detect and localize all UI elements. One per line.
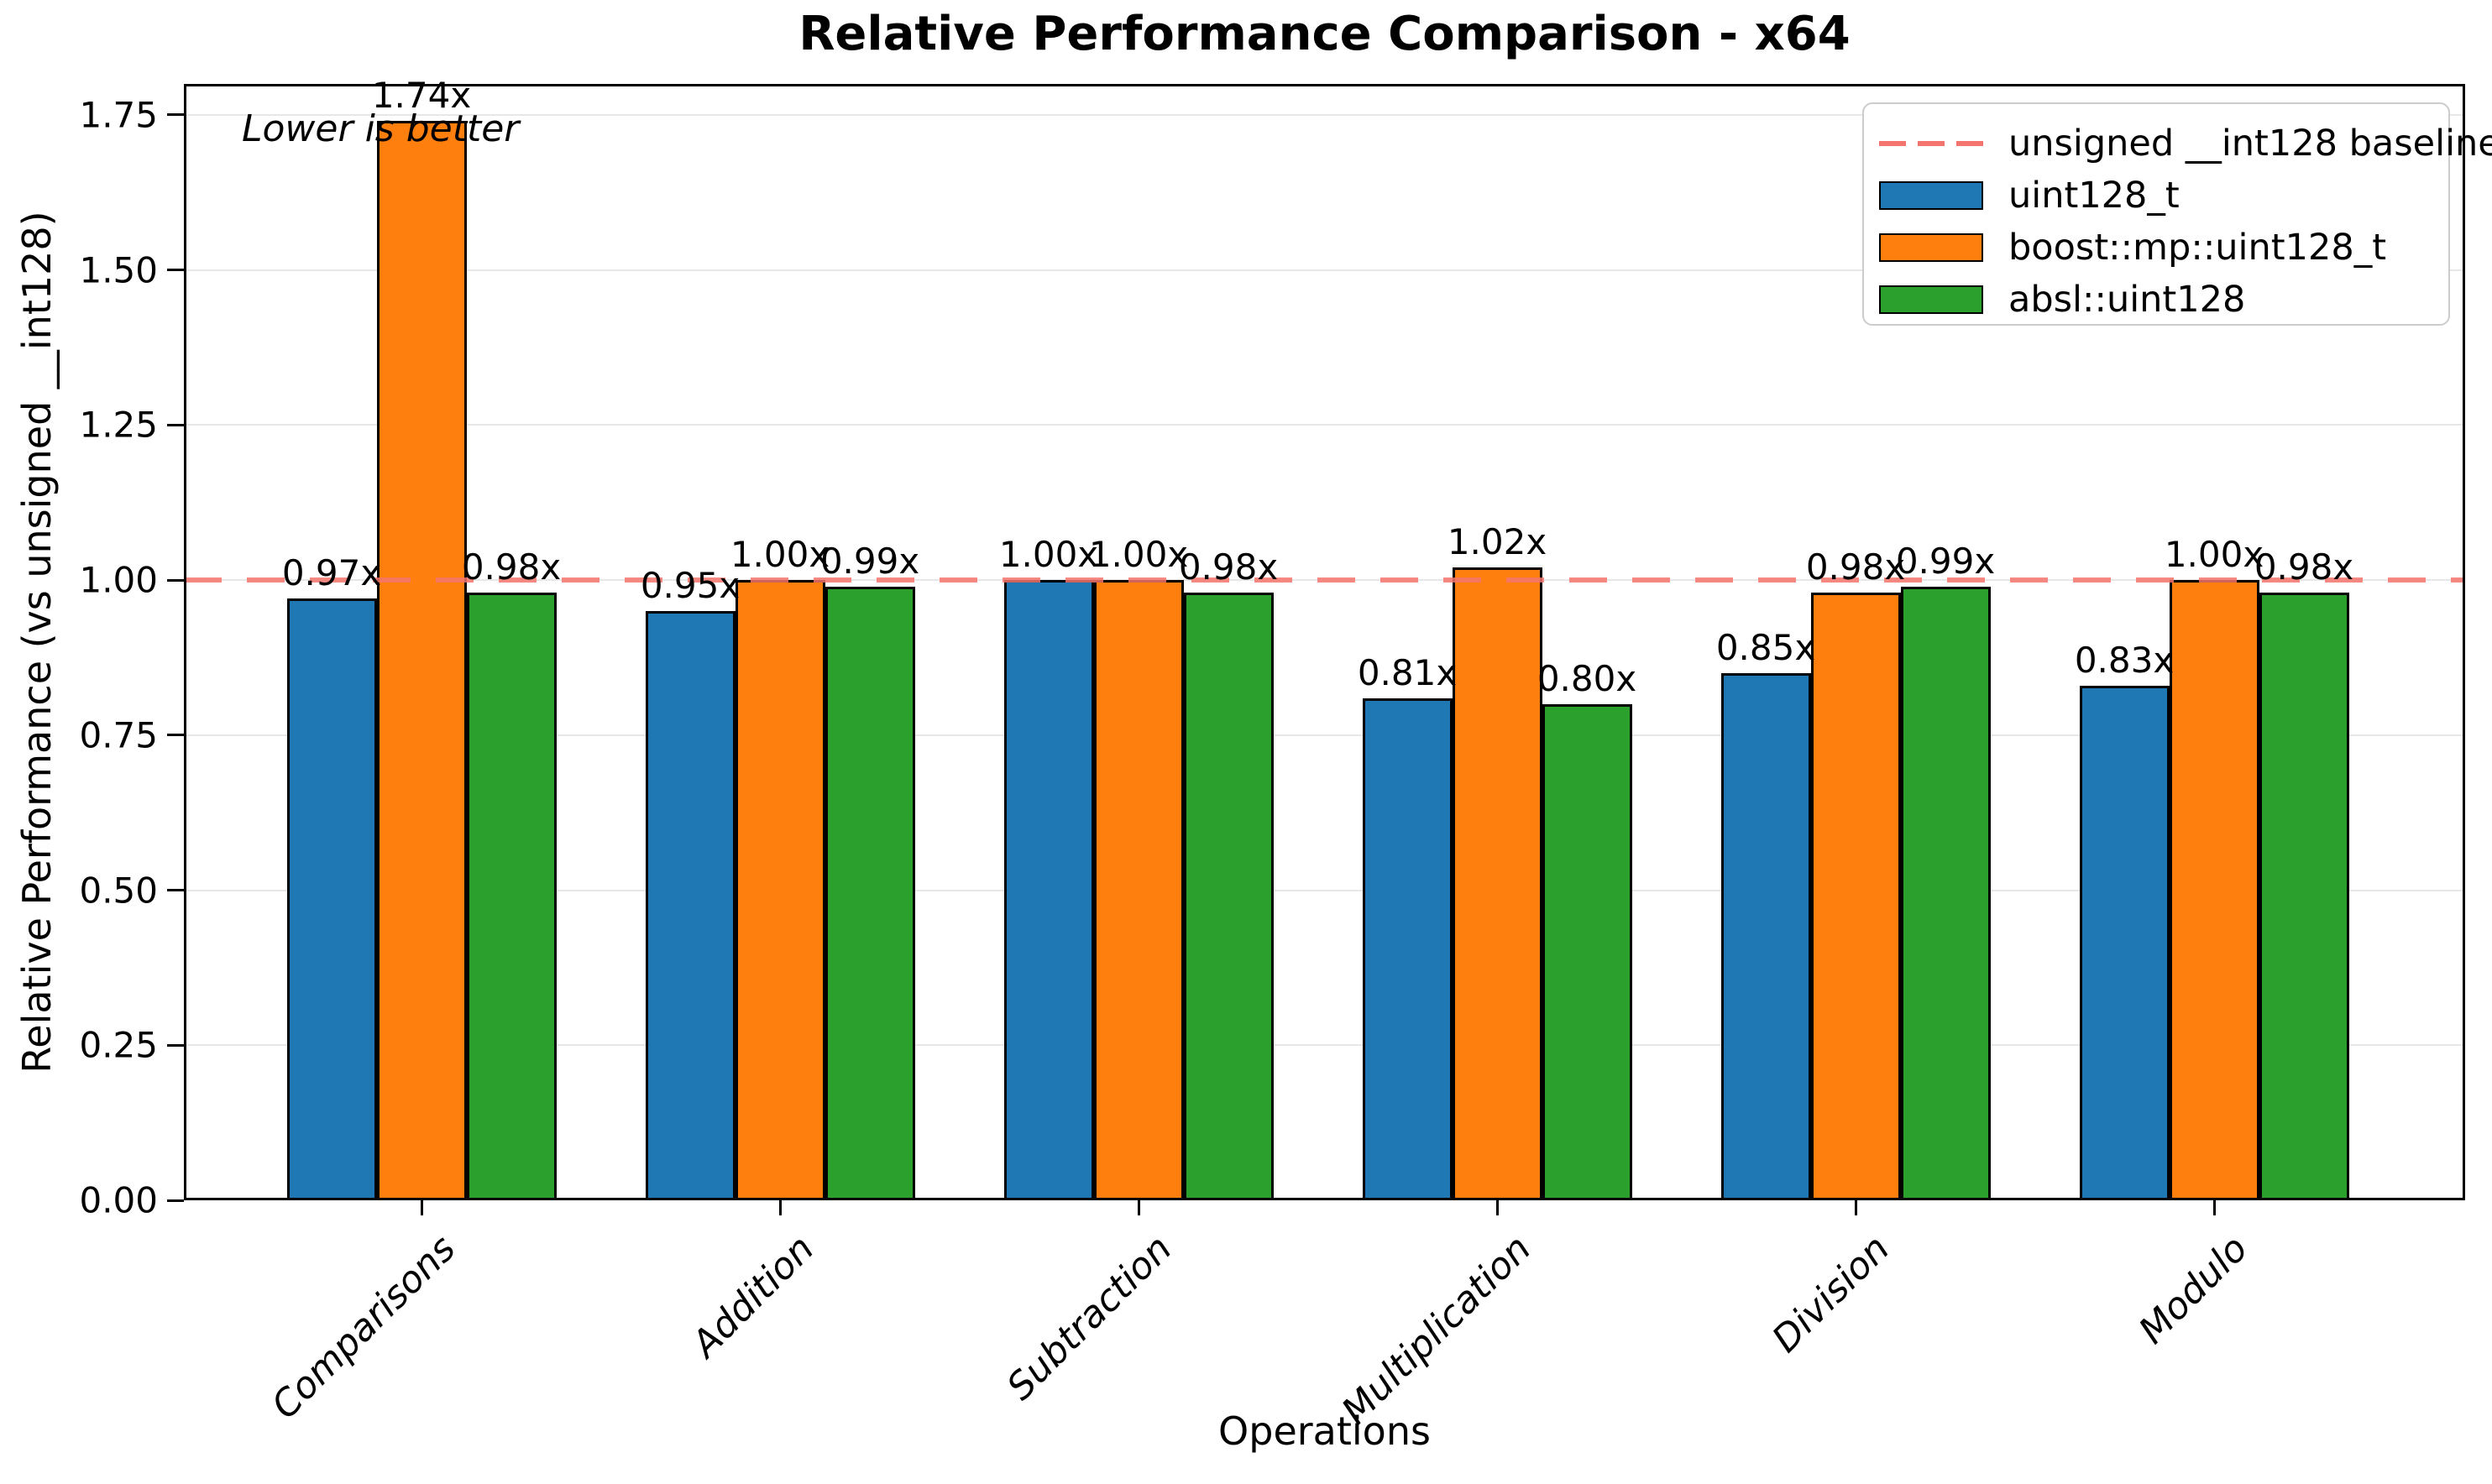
bar-comparisons-boost::mp::uint128_t: [376, 121, 467, 1200]
x-tick-mark: [1854, 1200, 1857, 1215]
y-tick-mark: [167, 423, 184, 426]
x-tick-label-division: Division: [1763, 1227, 1898, 1361]
gridline-0.25: [184, 1044, 2465, 1047]
bar-addition-absl::uint128: [825, 586, 915, 1200]
x-tick-mark: [778, 1200, 782, 1215]
y-tick-label: 1.75: [79, 94, 158, 136]
legend-item-boost: boost::mp::uint128_t: [1876, 222, 2438, 274]
legend-label: absl::uint128: [2008, 279, 2246, 321]
bar-value-label: 1.00x: [1088, 534, 1189, 576]
gridline-1.75: [184, 113, 2465, 116]
y-tick-label: 1.50: [79, 249, 158, 291]
bar-value-label: 0.99x: [819, 540, 920, 582]
series-color-swatch: [1879, 285, 1983, 314]
y-tick-mark: [167, 889, 184, 892]
y-tick-mark: [167, 1199, 184, 1202]
baseline-dash-key: [1879, 141, 1983, 146]
bar-value-label: 0.85x: [1715, 626, 1816, 668]
x-axis-label: Operations: [1218, 1408, 1431, 1454]
legend-item-absl: absl::uint128: [1876, 274, 2438, 326]
x-tick-mark: [1495, 1200, 1499, 1215]
series-color-swatch: [1879, 233, 1983, 262]
bar-subtraction-absl::uint128: [1183, 592, 1274, 1200]
bar-modulo-uint128_t: [2079, 685, 2170, 1200]
bar-value-label: 0.98x: [2254, 546, 2354, 588]
gridline-1.50: [184, 269, 2465, 271]
gridline-0.75: [184, 734, 2465, 736]
bar-division-boost::mp::uint128_t: [1810, 592, 1901, 1200]
y-tick-mark: [167, 113, 184, 117]
y-tick-mark: [167, 269, 184, 272]
legend-item-uint128t: uint128_t: [1876, 170, 2438, 222]
bar-addition-uint128_t: [645, 611, 736, 1200]
bar-addition-boost::mp::uint128_t: [735, 580, 825, 1200]
y-tick-label: 0.25: [79, 1024, 158, 1066]
x-tick-label-multiplication: Multiplication: [1333, 1227, 1540, 1433]
bar-value-label: 1.02x: [1447, 521, 1547, 563]
y-tick-mark: [167, 1043, 184, 1047]
x-tick-mark: [1137, 1200, 1140, 1215]
x-tick-label-addition: Addition: [683, 1227, 823, 1366]
bar-subtraction-uint128_t: [1003, 580, 1094, 1200]
bar-multiplication-uint128_t: [1362, 698, 1453, 1200]
chart-title: Relative Performance Comparison - x64: [798, 7, 1851, 61]
y-tick-mark: [167, 734, 184, 737]
bar-multiplication-absl::uint128: [1542, 703, 1632, 1200]
x-tick-label-modulo: Modulo: [2130, 1227, 2257, 1353]
bar-value-label: 0.95x: [640, 565, 741, 607]
y-tick-label: 0.50: [79, 870, 158, 912]
x-tick-mark: [2212, 1200, 2216, 1215]
baseline-dashed-line: [184, 577, 2465, 583]
bar-modulo-boost::mp::uint128_t: [2169, 580, 2259, 1200]
bar-value-label: 1.00x: [730, 534, 830, 576]
legend-label: uint128_t: [2008, 175, 2180, 217]
bar-multiplication-boost::mp::uint128_t: [1452, 567, 1542, 1200]
legend-label: boost::mp::uint128_t: [2008, 227, 2387, 269]
y-tick-label: 0.00: [79, 1179, 158, 1221]
bar-value-label: 1.00x: [998, 534, 1099, 576]
gridline-1.25: [184, 424, 2465, 426]
x-tick-mark: [420, 1200, 423, 1215]
bar-subtraction-boost::mp::uint128_t: [1093, 580, 1184, 1200]
y-tick-label: 1.25: [79, 404, 158, 446]
bar-value-label: 0.98x: [1805, 546, 1906, 588]
bar-division-uint128_t: [1720, 672, 1811, 1200]
y-tick-mark: [167, 578, 184, 582]
bar-value-label: 1.74x: [371, 75, 472, 117]
x-tick-label-subtraction: Subtraction: [999, 1227, 1181, 1409]
bar-value-label: 0.97x: [281, 552, 382, 594]
bar-modulo-absl::uint128: [2259, 592, 2349, 1200]
legend-item-baseline: unsigned __int128 baseline: [1876, 118, 2492, 170]
y-axis-label: Relative Performance (vs unsigned __int1…: [14, 211, 60, 1074]
bar-value-label: 0.98x: [1178, 546, 1279, 588]
bar-value-label: 0.83x: [2074, 639, 2175, 681]
legend: unsigned __int128 baseline uint128_t boo…: [1862, 102, 2492, 326]
series-color-swatch: [1879, 181, 1983, 210]
gridline-0.50: [184, 889, 2465, 891]
legend-label: unsigned __int128 baseline: [2008, 123, 2492, 165]
bar-comparisons-uint128_t: [286, 598, 377, 1200]
x-tick-label-comparisons: Comparisons: [263, 1227, 464, 1428]
y-tick-label: 1.00: [79, 559, 158, 601]
bar-comparisons-absl::uint128: [466, 592, 557, 1200]
bar-division-absl::uint128: [1900, 586, 1991, 1200]
y-tick-label: 0.75: [79, 714, 158, 756]
bar-value-label: 0.98x: [461, 546, 562, 588]
lower-is-better-annotation: Lower is better: [242, 107, 520, 150]
bar-value-label: 0.99x: [1895, 540, 1996, 582]
bar-value-label: 0.80x: [1537, 657, 1637, 699]
bar-value-label: 0.81x: [1357, 651, 1458, 693]
bar-value-label: 1.00x: [2164, 534, 2264, 576]
